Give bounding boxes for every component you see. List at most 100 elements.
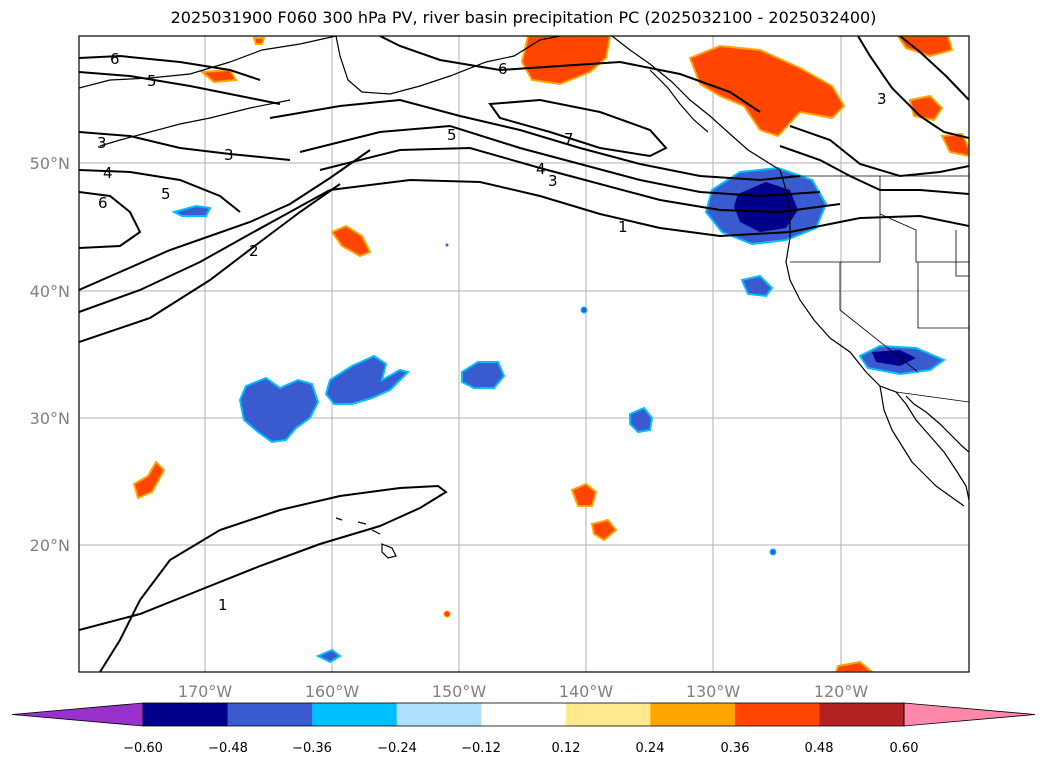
colorbar-tick-label: 0.60 <box>890 741 919 756</box>
colorbar-tick-label: −0.48 <box>208 741 248 756</box>
border-us-mexico <box>895 391 969 403</box>
contour-labels: 6 5 6 3 3 4 5 6 2 5 7 4 3 1 3 1 <box>97 50 887 614</box>
precip-neg-oregon-small <box>740 274 774 298</box>
coast-alaska <box>79 36 337 89</box>
colorbar-segment <box>481 703 567 726</box>
colorbar-segment <box>143 703 229 726</box>
precip-pos-bc-east <box>940 132 969 158</box>
contour-label: 5 <box>447 126 457 144</box>
lon-label: 140°W <box>559 682 614 700</box>
colorbar-segment <box>565 703 651 726</box>
precip-neg-dot-a <box>580 306 588 314</box>
contour-label: 4 <box>536 160 546 178</box>
contour-label: 3 <box>877 90 887 108</box>
colorbar-segment <box>396 703 482 726</box>
contour-label: 6 <box>498 60 508 78</box>
pv-precip-map: 6 5 6 3 3 4 5 6 2 5 7 4 3 1 3 1 50°N 40°… <box>30 35 970 700</box>
colorbar-ticks: −0.60 −0.48 −0.36 −0.24 −0.12 0.12 0.24 … <box>123 741 918 756</box>
borders <box>790 175 969 403</box>
colorbar-border <box>142 702 905 727</box>
lat-label: 40°N <box>30 282 70 301</box>
coastlines <box>79 36 969 559</box>
precip-pos-dot <box>443 610 451 618</box>
pv-contour-jet-b <box>79 183 341 343</box>
contour-label: 3 <box>224 146 234 164</box>
colorbar-tick-label: −0.60 <box>123 741 163 756</box>
contour-label: 7 <box>564 130 574 148</box>
map-frame-border <box>78 35 970 673</box>
pv-contour-6-left <box>79 191 142 249</box>
lon-label: 120°W <box>814 682 869 700</box>
coast-alaska-south <box>335 36 561 95</box>
lat-label: 50°N <box>30 154 70 173</box>
precip-pos-top-left <box>252 37 266 45</box>
colorbar-tick-label: −0.12 <box>461 741 501 756</box>
contour-label: 5 <box>147 72 157 90</box>
precip-pos-ne-corner <box>896 36 954 58</box>
contour-label: 5 <box>161 185 171 203</box>
coast-aleutian-chain <box>99 99 291 147</box>
pv-contour-ne-b <box>899 36 969 101</box>
pv-contour-2-lead <box>79 149 371 291</box>
pv-contour-7-ring <box>488 98 668 158</box>
map-frame-bg <box>79 36 969 672</box>
precip-neg-central-east <box>629 406 654 434</box>
colorbar-extend-low <box>11 702 144 727</box>
precip-neg-central <box>461 361 506 389</box>
pv-contour-1-main <box>329 178 969 238</box>
colorbar-segments <box>11 702 1036 727</box>
pv-contour-east-b <box>789 125 969 178</box>
pv-contour-3-ne <box>857 36 969 139</box>
lon-label: 170°W <box>178 682 233 700</box>
pv-contour-jet-a <box>79 189 331 313</box>
pv-contour-6-top <box>79 54 261 81</box>
contour-label: 3 <box>548 172 558 190</box>
coast-se-alaska <box>611 36 781 171</box>
pv-contour-6-north <box>379 36 761 113</box>
precip-neg-dot-b <box>769 548 777 556</box>
colorbar-tick-label: 0.24 <box>636 741 665 756</box>
precip-pos-aleutian <box>199 68 238 84</box>
colorbar-tick-label: 0.36 <box>721 741 750 756</box>
colorbar-segment <box>650 703 736 726</box>
lon-label: 150°W <box>432 682 487 700</box>
contour-label: 3 <box>97 134 107 152</box>
contour-label: 4 <box>103 164 113 182</box>
pv-contour-4-mid <box>299 124 821 198</box>
coast-west-us <box>779 169 969 501</box>
pv-contour-1-south <box>79 484 448 672</box>
precip-neg-west-small <box>171 204 212 217</box>
pv-contour-3-left <box>79 131 291 161</box>
colorbar-segment <box>819 703 905 726</box>
longitude-labels: 170°W 160°W 150°W 140°W 130°W 120°W <box>178 682 869 700</box>
pv-contour-5-mid <box>269 98 801 182</box>
precip-pos-subtropical-b <box>590 518 618 542</box>
contour-label: 1 <box>218 596 228 614</box>
border-states-c <box>917 262 969 329</box>
precip-neg-south-small <box>315 648 342 664</box>
precip-positive-regions <box>132 36 969 672</box>
coast-gulf-california <box>905 395 969 453</box>
border-states-d <box>955 230 969 277</box>
contour-label: 1 <box>618 218 628 236</box>
pv-contour-east-a <box>779 145 969 195</box>
precip-neg-dot-c <box>445 243 449 247</box>
colorbar-segment <box>227 703 313 726</box>
map-title: 2025031900 F060 300 hPa PV, river basin … <box>170 8 877 27</box>
border-states-a <box>879 176 969 263</box>
precip-neg-hawaii-north-a <box>238 376 320 444</box>
pv-contours <box>79 36 969 672</box>
lat-label: 20°N <box>30 536 70 555</box>
colorbar-tick-label: 0.48 <box>805 741 834 756</box>
coast-baja <box>879 385 965 507</box>
precip-pos-gulf-alaska <box>520 36 612 86</box>
precip-negative-regions <box>171 166 947 664</box>
pv-contour-5-top <box>79 71 281 105</box>
colorbar-tick-label: 0.12 <box>552 741 581 756</box>
precip-pos-subtropical-a <box>570 482 598 507</box>
border-states-b <box>790 214 881 263</box>
coast-hawaii <box>335 517 397 559</box>
contour-label: 6 <box>98 194 108 212</box>
precip-pos-se-alaska <box>688 44 846 138</box>
